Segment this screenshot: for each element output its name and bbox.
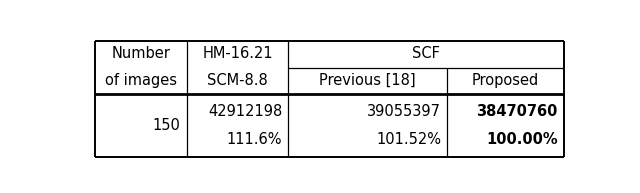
Text: SCM-8.8: SCM-8.8 [207, 73, 268, 88]
Text: of images: of images [105, 73, 177, 88]
Text: Number: Number [111, 46, 170, 61]
Text: 150: 150 [153, 118, 180, 133]
Text: 42912198: 42912198 [208, 104, 282, 119]
Text: 100.00%: 100.00% [486, 132, 557, 147]
Text: 39055397: 39055397 [367, 104, 441, 119]
Text: Previous [18]: Previous [18] [319, 73, 416, 88]
Text: Proposed: Proposed [472, 73, 539, 88]
Text: HM-16.21: HM-16.21 [202, 46, 273, 61]
Text: SCF: SCF [412, 46, 440, 61]
Text: 111.6%: 111.6% [227, 132, 282, 147]
Text: 38470760: 38470760 [476, 104, 557, 119]
Text: 101.52%: 101.52% [376, 132, 441, 147]
